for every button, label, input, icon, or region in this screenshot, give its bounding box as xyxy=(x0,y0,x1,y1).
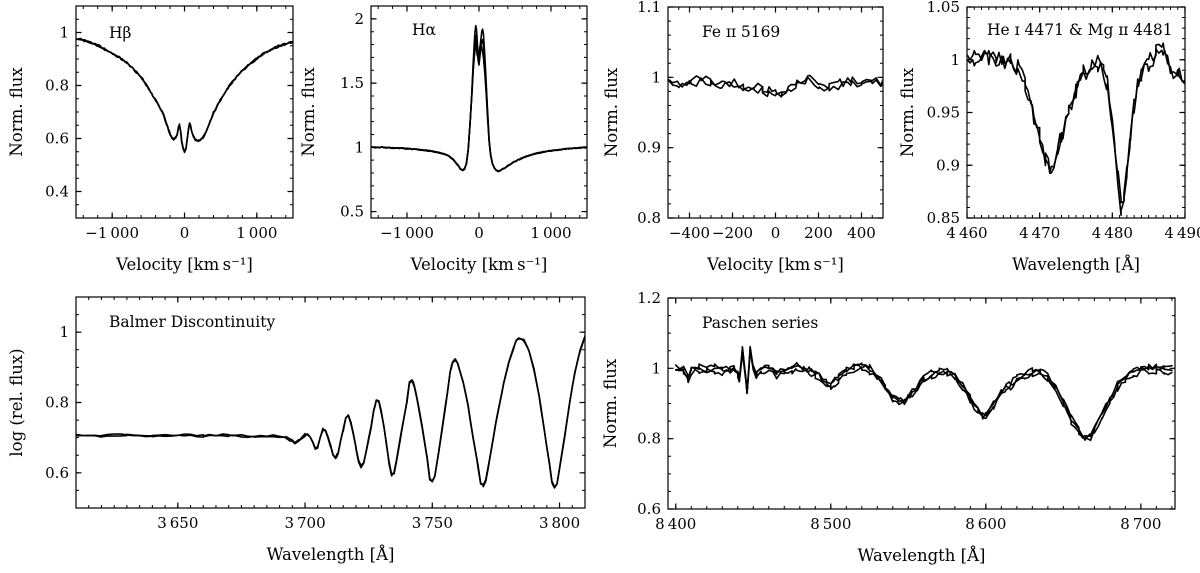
x-tick-label: 4 480 xyxy=(1092,224,1133,242)
x-axis-label: Wavelength [Å] xyxy=(1012,254,1140,274)
y-tick-label: 1.05 xyxy=(927,0,960,16)
chart-paschen: 8 400 8 500 8 600 8 700 0.6 0.8 1 1.2 Wavelength… xyxy=(601,289,1176,565)
y-tick-label: 1 xyxy=(651,359,661,377)
panel-title: Fe ɪɪ 5169 xyxy=(702,23,780,41)
x-tick-label: 3 800 xyxy=(539,514,580,532)
spectrum-line xyxy=(674,348,1173,442)
major-ticks xyxy=(371,6,587,218)
spectrum-line xyxy=(76,37,293,152)
x-axis-label: Wavelength [Å] xyxy=(858,545,986,565)
y-tick-label: 1.2 xyxy=(637,289,661,307)
y-axis-label: Norm. flux xyxy=(602,67,621,157)
x-axis-label: Wavelength [Å] xyxy=(267,544,395,564)
y-tick-label: 1 xyxy=(59,24,69,42)
y-tick-label: 0.5 xyxy=(340,203,364,221)
y-tick-label: 0.6 xyxy=(45,130,69,148)
major-ticks xyxy=(76,6,293,218)
y-tick-label: 0.95 xyxy=(927,104,960,122)
y-tick-label: 1.1 xyxy=(637,0,661,16)
y-tick-label: 0.9 xyxy=(936,156,960,174)
y-axis-label: log (rel. flux) xyxy=(7,348,26,456)
spectrum-line xyxy=(967,48,1185,216)
x-tick-label: 8 500 xyxy=(810,515,851,533)
x-tick-label: 3 700 xyxy=(284,514,325,532)
x-tick-label: 200 xyxy=(804,224,833,242)
x-tick-label: 8 400 xyxy=(655,515,696,533)
x-axis-label: Velocity [km s⁻¹] xyxy=(410,255,548,274)
x-tick-label: −1 000 xyxy=(85,224,139,242)
panel-hei-mgii: 4 460 4 470 4 480 4 490 0.85 0.9 0.95 1 1.05 Wave… xyxy=(900,0,1200,285)
axes-box xyxy=(75,296,586,509)
panel-title: He ɪ 4471 & Mg ɪɪ 4481 xyxy=(987,21,1173,39)
x-tick-label: 1 000 xyxy=(236,224,277,242)
panel-title: Hα xyxy=(412,21,437,39)
chart-feii: −400 −200 0 200 400 0.8 0.9 1 1.1 Velocity [km s⁻… xyxy=(602,0,884,274)
panel-feii-5169: −400 −200 0 200 400 0.8 0.9 1 1.1 Velocity [km s⁻… xyxy=(600,0,900,285)
panel-title: Balmer Discontinuity xyxy=(109,313,275,331)
minor-ticks xyxy=(967,7,1185,218)
x-tick-label: 0 xyxy=(771,224,781,242)
y-axis-label: Norm. flux xyxy=(7,67,26,157)
spectrum-line xyxy=(371,43,587,173)
panel-title: Paschen series xyxy=(702,314,818,332)
x-tick-label: 0 xyxy=(180,224,190,242)
chart-hemg: 4 460 4 470 4 480 4 490 0.85 0.9 0.95 1 1.05 Wave… xyxy=(900,0,1200,274)
panel-paschen-series: 8 400 8 500 8 600 8 700 0.6 0.8 1 1.2 Wavelength… xyxy=(600,285,1200,573)
spectrum-line xyxy=(76,336,585,489)
x-tick-label: −200 xyxy=(712,224,753,242)
y-tick-label: 0.4 xyxy=(45,183,69,201)
y-tick-label: 0.6 xyxy=(45,464,69,482)
panel-halpha: −1 000 0 1 000 0.5 1 1.5 2 Velocity [km s⁻¹] Nor… xyxy=(300,0,600,285)
chart-hbeta: −1 000 0 1 000 0.4 0.6 0.8 1 Velocity [km s⁻¹] N… xyxy=(7,5,294,274)
panel-hbeta: −1 000 0 1 000 0.4 0.6 0.8 1 Velocity [km s⁻¹] N… xyxy=(0,0,300,285)
x-tick-label: 8 700 xyxy=(1120,515,1161,533)
y-tick-label: 0.8 xyxy=(637,209,661,227)
x-tick-label: 4 490 xyxy=(1164,224,1200,242)
x-tick-label: 8 600 xyxy=(965,515,1006,533)
x-tick-label: 3 650 xyxy=(157,514,198,532)
axes-box xyxy=(370,5,588,219)
y-tick-label: 2 xyxy=(354,10,364,28)
minor-ticks xyxy=(371,6,587,218)
y-tick-label: 1 xyxy=(59,323,69,341)
x-tick-label: 0 xyxy=(474,224,484,242)
y-tick-label: 1 xyxy=(651,68,661,86)
axes-box xyxy=(75,5,294,219)
x-axis-label: Velocity [km s⁻¹] xyxy=(706,255,844,274)
y-tick-label: 1 xyxy=(354,138,364,156)
y-axis-label: Norm. flux xyxy=(900,67,917,157)
y-axis-label: Norm. flux xyxy=(601,358,620,448)
y-tick-label: 1.5 xyxy=(340,74,364,92)
y-tick-label: 0.85 xyxy=(927,209,960,227)
x-tick-label: 3 750 xyxy=(412,514,453,532)
axes-box xyxy=(667,297,1176,510)
spectrum-line xyxy=(967,42,1185,204)
y-tick-label: 0.8 xyxy=(45,77,69,95)
y-tick-label: 0.8 xyxy=(45,394,69,412)
spectrum-line xyxy=(668,74,883,97)
panel-title: Hβ xyxy=(109,24,132,42)
x-tick-label: 4 470 xyxy=(1019,224,1060,242)
y-tick-label: 0.8 xyxy=(637,430,661,448)
axes-box xyxy=(667,6,884,219)
x-tick-label: −1 000 xyxy=(380,224,434,242)
x-axis-label: Velocity [km s⁻¹] xyxy=(115,255,253,274)
y-tick-label: 0.9 xyxy=(637,139,661,157)
x-tick-label: 400 xyxy=(847,224,876,242)
major-ticks xyxy=(76,297,585,508)
panel-balmer-discontinuity: 3 650 3 700 3 750 3 800 0.6 0.8 1 Wavelength [Å… xyxy=(0,285,600,573)
x-tick-label: 4 460 xyxy=(946,224,987,242)
x-tick-label: −400 xyxy=(669,224,710,242)
chart-halpha: −1 000 0 1 000 0.5 1 1.5 2 Velocity [km s⁻¹] Nor… xyxy=(300,5,588,274)
chart-balmer: 3 650 3 700 3 750 3 800 0.6 0.8 1 Wavelength [Å… xyxy=(7,296,586,564)
y-tick-label: 0.6 xyxy=(637,500,661,518)
x-tick-label: 1 000 xyxy=(530,224,571,242)
minor-ticks xyxy=(668,7,883,218)
axes-box xyxy=(966,6,1186,219)
y-tick-label: 1 xyxy=(950,51,960,69)
y-axis-label: Norm. flux xyxy=(300,67,318,157)
spectrum-line xyxy=(76,335,585,488)
